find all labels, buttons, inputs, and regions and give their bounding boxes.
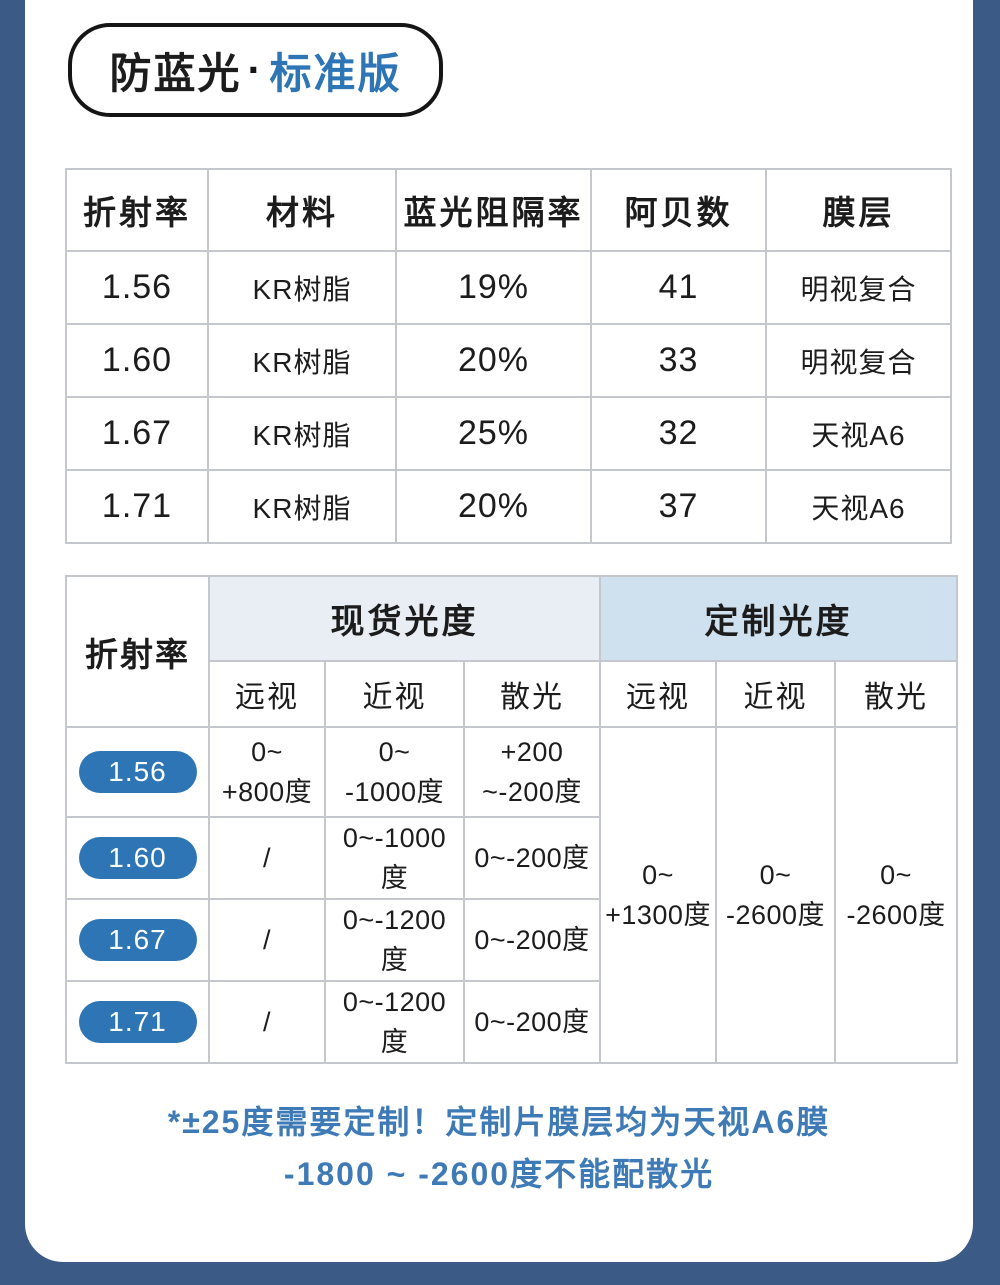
- spec-header-refractive-index: 折射率: [65, 168, 209, 252]
- power-stock-astigmatism-cell: 0~-200度: [462, 816, 602, 900]
- footnote-line1: *±25度需要定制！定制片膜层均为天视A6膜: [167, 1104, 831, 1140]
- title-prefix: 防蓝光: [109, 49, 242, 97]
- power-index-cell: 1.60: [65, 816, 210, 900]
- footnote: *±25度需要定制！定制片膜层均为天视A6膜 -1800 ~ -2600度不能配…: [25, 1096, 973, 1200]
- power-row: 1.71 / 0~-1200度 0~-200度: [65, 980, 957, 1064]
- spec-header-abbe: 阿贝数: [590, 168, 767, 252]
- spec-row: 1.60 KR树脂 20% 33 明视复合: [65, 323, 952, 398]
- power-subheader-stock-hyperopia: 远视: [208, 660, 326, 728]
- power-stock-myopia-cell: 0~-1000度: [324, 816, 465, 900]
- power-stock-hyperopia-cell: /: [208, 816, 326, 900]
- refractive-index-pill: 1.56: [78, 751, 197, 793]
- refractive-index-pill: 1.60: [78, 837, 197, 879]
- power-stock-myopia-cell: 0~-1200度: [324, 898, 465, 982]
- spec-header-row: 折射率 材料 蓝光阻隔率 阿贝数 膜层: [65, 168, 952, 252]
- spec-row: 1.71 KR树脂 20% 37 天视A6: [65, 469, 952, 544]
- spec-rate-cell: 20%: [395, 323, 592, 398]
- power-index-cell: 1.67: [65, 898, 210, 982]
- spec-header-material: 材料: [207, 168, 397, 252]
- spec-index-cell: 1.56: [65, 250, 209, 325]
- spec-rate-cell: 19%: [395, 250, 592, 325]
- power-stock-myopia-cell: 0~ -1000度: [324, 726, 465, 818]
- spec-index-cell: 1.60: [65, 323, 209, 398]
- power-subheader-custom-hyperopia: 远视: [599, 660, 718, 728]
- spec-index-cell: 1.67: [65, 396, 209, 471]
- power-table: 折射率 现货光度 定制光度 远视 近视 散光 远视 近视 散光 1.56 0~ …: [65, 575, 959, 1064]
- spec-abbe-cell: 41: [590, 250, 767, 325]
- power-header-custom-group: 定制光度: [599, 575, 959, 662]
- power-subheader-stock-myopia: 近视: [324, 660, 465, 728]
- spec-coating-cell: 明视复合: [765, 250, 952, 325]
- power-custom-myopia-cell: 0~ -2600度: [715, 726, 837, 1064]
- spec-index-cell: 1.71: [65, 469, 209, 544]
- power-stock-hyperopia-cell: 0~ +800度: [208, 726, 326, 818]
- power-subheader-custom-astigmatism: 散光: [834, 660, 959, 728]
- power-row: 1.60 / 0~-1000度 0~-200度: [65, 816, 957, 900]
- spec-abbe-cell: 33: [590, 323, 767, 398]
- title-badge: 防蓝光 · 标准版: [68, 23, 443, 117]
- spec-rate-cell: 25%: [395, 396, 592, 471]
- power-header-stock-group: 现货光度: [207, 575, 602, 662]
- spec-material-cell: KR树脂: [207, 323, 397, 398]
- power-custom-astigmatism-cell: 0~ -2600度: [834, 726, 959, 1064]
- title-dot: ·: [247, 46, 264, 93]
- refractive-index-pill: 1.67: [78, 919, 197, 961]
- spec-material-cell: KR树脂: [207, 469, 397, 544]
- spec-abbe-cell: 32: [590, 396, 767, 471]
- refractive-index-pill: 1.71: [78, 1001, 197, 1043]
- spec-header-blue-block-rate: 蓝光阻隔率: [395, 168, 592, 252]
- spec-material-cell: KR树脂: [207, 396, 397, 471]
- power-row: 1.56 0~ +800度 0~ -1000度 +200 ~-200度 0~ +…: [65, 726, 959, 1064]
- spec-row: 1.56 KR树脂 19% 41 明视复合: [65, 250, 952, 325]
- power-sub-header-row: 远视 近视 散光 远视 近视 散光: [66, 660, 959, 728]
- power-subheader-stock-astigmatism: 散光: [462, 660, 602, 728]
- spec-table: 折射率 材料 蓝光阻隔率 阿贝数 膜层 1.56 KR树脂 19% 41 明视复…: [65, 168, 952, 544]
- spec-rate-cell: 20%: [395, 469, 592, 544]
- spec-abbe-cell: 37: [590, 469, 767, 544]
- spec-row: 1.67 KR树脂 25% 32 天视A6: [65, 396, 952, 471]
- power-group-header-row: 折射率 现货光度 定制光度: [65, 575, 959, 728]
- title-suffix: 标准版: [269, 49, 402, 97]
- content-panel: 防蓝光 · 标准版 折射率 材料 蓝光阻隔率 阿贝数 膜层 1.56 KR树脂 …: [25, 0, 973, 1262]
- power-stock-hyperopia-cell: /: [208, 980, 326, 1064]
- power-stock-hyperopia-cell: /: [208, 898, 326, 982]
- power-index-cell: 1.71: [65, 980, 210, 1064]
- spec-coating-cell: 天视A6: [765, 396, 952, 471]
- spec-coating-cell: 天视A6: [765, 469, 952, 544]
- power-stock-myopia-cell: 0~-1200度: [324, 980, 465, 1064]
- power-subheader-custom-myopia: 近视: [715, 660, 837, 728]
- power-stock-astigmatism-cell: 0~-200度: [462, 898, 602, 982]
- power-index-cell: 1.56: [65, 726, 210, 818]
- power-row: 1.67 / 0~-1200度 0~-200度: [65, 898, 957, 982]
- spec-material-cell: KR树脂: [207, 250, 397, 325]
- power-stock-astigmatism-cell: +200 ~-200度: [462, 726, 602, 818]
- spec-header-coating: 膜层: [765, 168, 952, 252]
- spec-coating-cell: 明视复合: [765, 323, 952, 398]
- power-stock-astigmatism-cell: 0~-200度: [462, 980, 602, 1064]
- power-custom-hyperopia-cell: 0~ +1300度: [599, 726, 718, 1064]
- footnote-line2: -1800 ~ -2600度不能配散光: [283, 1156, 715, 1192]
- power-header-refractive-index: 折射率: [65, 575, 210, 728]
